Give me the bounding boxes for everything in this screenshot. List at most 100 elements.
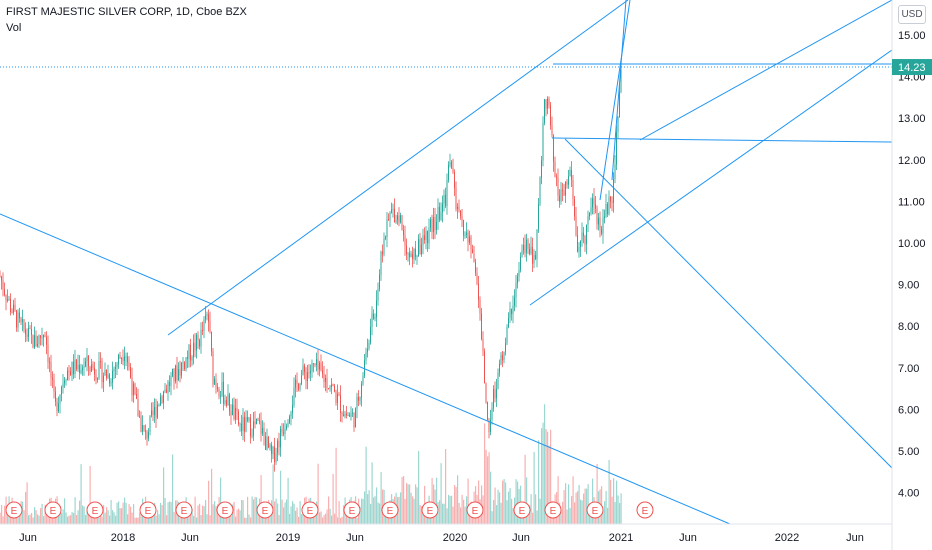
candle-body [460, 210, 461, 217]
volume-bar [580, 499, 582, 524]
volume-bar [488, 452, 490, 524]
x-tick-label: Jun [846, 532, 864, 544]
candle-body [313, 363, 314, 365]
volume-bar [109, 515, 111, 524]
candle-body [1, 276, 2, 281]
candle-body [556, 176, 557, 178]
volume-bar [586, 488, 588, 524]
earnings-marker [256, 501, 274, 519]
volume-bar [214, 501, 216, 524]
volume-bar [356, 517, 358, 524]
candle-body [394, 208, 395, 223]
candle-body [236, 407, 238, 412]
volume-bar [509, 488, 511, 524]
candle-body [364, 360, 365, 376]
candle-body [529, 248, 530, 254]
candle-body [298, 384, 299, 390]
candle-body [593, 198, 595, 205]
candle-body [23, 319, 25, 330]
volume-bar [398, 496, 400, 524]
volume-bar [341, 516, 343, 524]
volume-bar [230, 516, 232, 524]
volume-bar [505, 482, 507, 524]
trendline [599, 0, 631, 201]
volume-bar [449, 495, 451, 524]
candle-body [469, 236, 470, 243]
candle-body [428, 227, 430, 244]
candle-body [452, 168, 454, 173]
volume-bar [325, 513, 327, 524]
candle-body [424, 235, 425, 241]
volume-bar [605, 490, 607, 524]
candle-body [293, 387, 295, 406]
candle-body [58, 403, 59, 412]
volume-bar [374, 496, 376, 524]
candle-body [604, 216, 605, 218]
volume-bar [491, 511, 493, 524]
candle-body [386, 219, 388, 238]
candle-body [112, 370, 113, 383]
candle-body [325, 377, 326, 382]
candle-body [320, 362, 322, 371]
candle-body [7, 299, 8, 301]
candle-body [64, 380, 65, 384]
candle-body [83, 366, 85, 369]
candle-body [385, 237, 386, 239]
volume-indicator-label[interactable]: Vol [6, 22, 22, 34]
currency-button[interactable]: USD [898, 5, 926, 24]
volume-bar [193, 515, 195, 524]
candle-body [274, 446, 275, 463]
candle-body [224, 400, 226, 404]
candle-body [458, 206, 460, 211]
volume-bar [254, 497, 256, 524]
volume-bar [260, 475, 262, 524]
volume-bar [539, 498, 541, 524]
volume-bar [31, 512, 33, 524]
candle-body [278, 440, 280, 448]
trendline [564, 138, 893, 469]
candle-body [400, 215, 401, 223]
candle-body [304, 365, 305, 373]
candle-body [334, 385, 335, 392]
candle-body [35, 335, 37, 347]
time-axis: Jun 2018 Jun 2019 Jun 2020 Jun 2021 Jun 2022 Jun [19, 532, 864, 544]
last-price-label: 14.23 [898, 62, 926, 74]
volume-bar [515, 479, 517, 524]
candle-body [398, 215, 400, 223]
candle-body [154, 406, 155, 416]
candle-body [173, 368, 175, 382]
candle-body [95, 374, 97, 380]
candle-body [616, 131, 617, 165]
candle-body [275, 453, 277, 463]
volume-bar [136, 517, 138, 524]
candle-body [356, 396, 358, 409]
candle-body [307, 372, 308, 382]
volume-bar [469, 509, 471, 524]
volume-bar [262, 514, 264, 524]
volume-bar [460, 507, 462, 524]
volume-bar [406, 482, 408, 524]
candle-body [2, 280, 4, 290]
volume-bar [241, 499, 243, 524]
candle-body [358, 396, 359, 401]
candle-body [446, 180, 448, 207]
candle-body [31, 329, 32, 335]
candle-body [308, 372, 310, 374]
candle-body [203, 319, 205, 331]
candle-body [598, 217, 599, 225]
candle-body [317, 359, 319, 370]
volume-bar [37, 514, 39, 524]
candle-body [292, 405, 293, 413]
earnings-marker-label: E [349, 506, 356, 517]
volume-bar [244, 517, 246, 524]
candle-body [319, 362, 320, 370]
volume-bar [542, 422, 544, 524]
candle-body [164, 389, 166, 392]
volume-bar [299, 501, 301, 524]
candle-body [344, 413, 346, 417]
candle-body [583, 232, 584, 237]
volume-bar [194, 496, 196, 524]
candle-body [514, 297, 515, 306]
candle-body [190, 344, 191, 361]
